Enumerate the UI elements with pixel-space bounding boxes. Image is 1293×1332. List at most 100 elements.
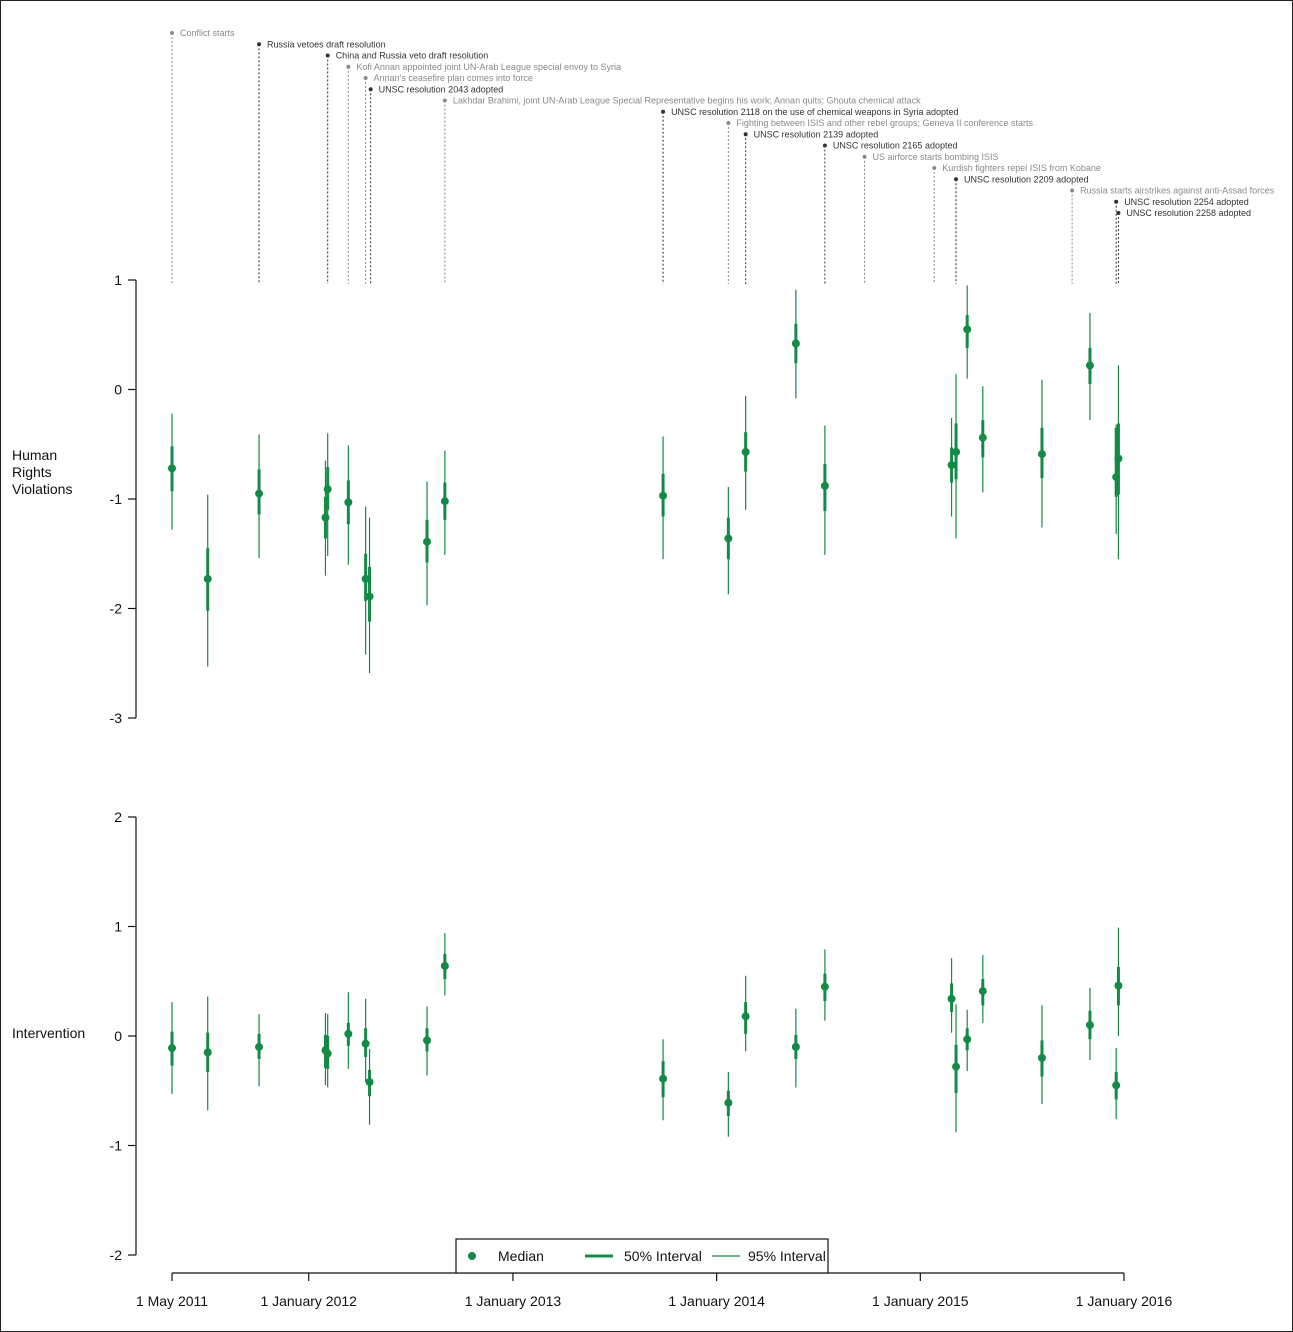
median-point <box>1114 454 1123 463</box>
median-point <box>361 574 370 583</box>
event-label: UNSC resolution 2254 adopted <box>1124 197 1249 207</box>
median-point <box>820 982 829 991</box>
median-point <box>1037 450 1046 459</box>
data-point <box>440 933 449 996</box>
data-point <box>952 1004 961 1133</box>
event-marker <box>363 76 368 80</box>
event-marker <box>954 177 959 182</box>
x-tick-label: 1 May 2011 <box>136 1293 208 1309</box>
median-point <box>963 325 972 334</box>
data-point <box>361 998 370 1082</box>
event-label: Kofi Annan appointed joint UN-Arab Leagu… <box>356 62 621 72</box>
y-tick-label: -1 <box>110 1138 123 1154</box>
median-point <box>203 574 212 583</box>
median-point <box>978 433 987 442</box>
event-label: UNSC resolution 2258 adopted <box>1126 208 1251 218</box>
data-point <box>963 285 972 379</box>
median-point <box>1037 1053 1046 1062</box>
event-label: UNSC resolution 2118 on the use of chemi… <box>671 107 959 117</box>
median-point <box>440 497 449 506</box>
data-point <box>344 445 353 565</box>
legend-label: Median <box>498 1248 544 1264</box>
median-point <box>255 1042 264 1051</box>
data-point <box>659 436 668 560</box>
median-point <box>947 994 956 1003</box>
data-point <box>440 450 449 555</box>
data-point <box>1114 365 1123 560</box>
panels-layer: 1 0 -1 -2 -3 Human Rights Violations 2 1 0 -1 -2 Inte… <box>12 272 1123 1263</box>
panel-label-line: Human <box>12 447 57 463</box>
median-point <box>323 1049 332 1058</box>
data-point <box>1114 927 1123 1036</box>
panel-label: Intervention <box>12 1025 85 1041</box>
data-point <box>361 506 370 655</box>
median-point <box>1085 361 1094 370</box>
data-point <box>820 425 829 555</box>
legend-label: 95% Interval <box>748 1248 826 1264</box>
median-point <box>168 1044 176 1053</box>
legend-median-swatch <box>468 1252 476 1260</box>
event-marker <box>726 121 731 125</box>
median-point <box>423 1036 432 1045</box>
event-label: Conflict starts <box>180 28 235 38</box>
data-point <box>323 433 332 556</box>
data-point <box>168 1002 176 1095</box>
legend: Median 50% Interval 95% Interval <box>455 1238 829 1274</box>
event-label: UNSC resolution 2043 adopted <box>379 84 504 94</box>
median-point <box>361 1039 370 1048</box>
median-point <box>1085 1021 1094 1030</box>
data-point <box>978 386 987 493</box>
median-point <box>963 1035 972 1044</box>
event-marker <box>932 166 937 170</box>
data-point <box>168 413 176 530</box>
data-point <box>1037 1005 1046 1104</box>
event-label: Annan's ceasefire plan comes into force <box>374 73 533 83</box>
median-point <box>423 537 432 546</box>
y-tick-label: 0 <box>114 1028 122 1044</box>
median-point <box>791 1042 800 1051</box>
event-label: UNSC resolution 2209 adopted <box>964 174 1089 184</box>
y-tick-label: -1 <box>110 491 123 507</box>
data-point <box>203 494 212 667</box>
median-point <box>952 1062 961 1071</box>
x-tick-label: 1 January 2016 <box>1076 1293 1173 1309</box>
median-point <box>1112 1081 1121 1090</box>
y-tick-label: -2 <box>110 1247 123 1263</box>
median-point <box>820 481 829 490</box>
y-tick-label: 0 <box>114 382 122 398</box>
data-point <box>344 992 353 1069</box>
event-marker <box>1116 211 1121 215</box>
median-point <box>724 534 733 543</box>
data-point <box>947 958 956 1033</box>
event-marker <box>661 109 666 114</box>
data-point <box>1112 1048 1121 1120</box>
event-label: US airforce starts bombing ISIS <box>873 152 999 162</box>
median-point <box>365 592 374 601</box>
data-point <box>724 486 733 595</box>
event-marker <box>170 31 174 35</box>
x-tick-label: 1 January 2012 <box>260 1293 357 1309</box>
data-point <box>323 1014 332 1088</box>
median-point <box>978 987 987 996</box>
median-point <box>741 447 750 456</box>
median-point <box>365 1077 374 1086</box>
event-label: Fighting between ISIS and other rebel gr… <box>736 118 1033 128</box>
event-marker <box>743 132 748 137</box>
median-point <box>344 498 353 507</box>
x-tick-label: 1 January 2013 <box>465 1293 562 1309</box>
median-point <box>255 489 264 498</box>
panel-label-line: Violations <box>12 481 72 497</box>
y-tick-label: 1 <box>114 919 122 935</box>
event-marker <box>862 154 867 159</box>
median-point <box>168 464 176 473</box>
event-label: Kurdish fighters repel ISIS from Kobane <box>942 163 1101 173</box>
y-tick-label: -3 <box>110 710 123 726</box>
median-point <box>741 1012 750 1021</box>
event-label: Russia vetoes draft resolution <box>267 39 386 49</box>
event-marker <box>1070 188 1075 193</box>
event-marker <box>325 53 330 58</box>
event-marker <box>257 42 262 47</box>
data-point <box>741 396 750 510</box>
